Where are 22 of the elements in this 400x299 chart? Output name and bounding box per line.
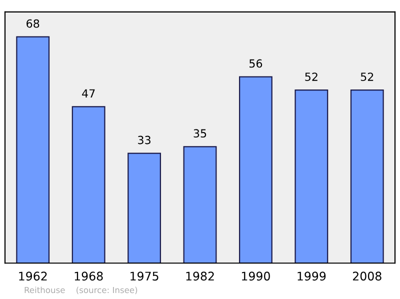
data-label: 52 [305, 72, 318, 81]
bar [183, 146, 217, 264]
text: Reithouse (source: Insee) [24, 286, 138, 294]
bar [72, 106, 106, 264]
bar [239, 76, 272, 264]
x-tick-label: 2008 [352, 272, 382, 281]
x-tick-label: 1999 [298, 272, 326, 281]
x-tick-label: 1975 [130, 272, 158, 281]
x-tick-label: 1962 [19, 272, 47, 281]
x-tick-label: 1982 [186, 272, 214, 281]
bar [350, 90, 384, 264]
x-tick-label: 1968 [74, 272, 103, 281]
bar [294, 90, 328, 264]
data-label: 52 [360, 72, 374, 81]
data-label: 68 [26, 19, 40, 28]
bar [16, 36, 50, 264]
bar [128, 152, 161, 264]
x-tick-label: 1990 [242, 272, 270, 281]
data-label: 56 [250, 59, 262, 68]
data-label: 35 [194, 129, 206, 138]
data-label: 47 [82, 89, 95, 98]
data-label: 33 [138, 136, 150, 144]
